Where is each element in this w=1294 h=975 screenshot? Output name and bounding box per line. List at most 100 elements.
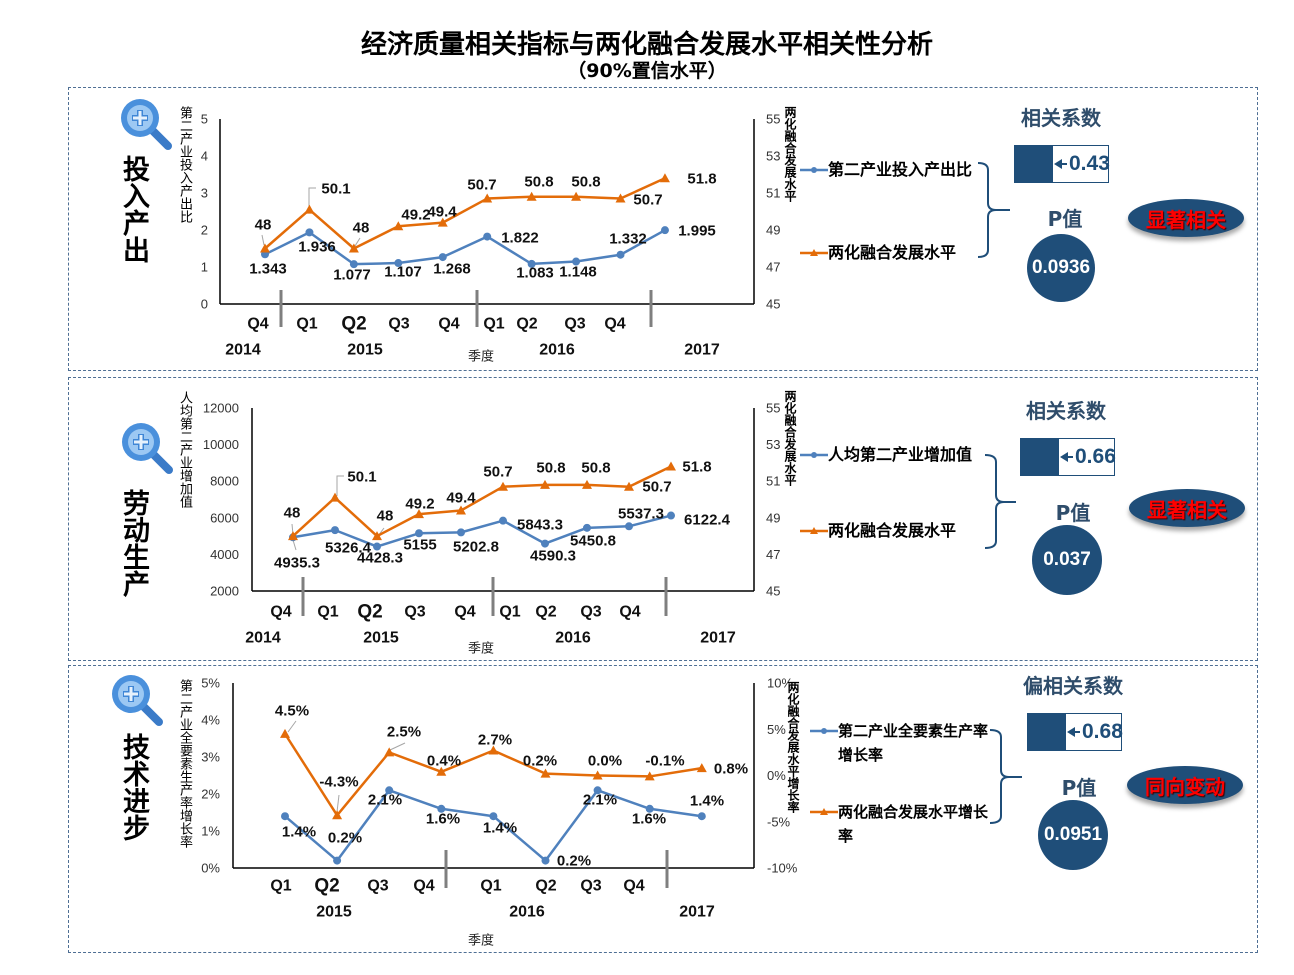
data-point-circle [437, 804, 446, 813]
legend-item-series1: 第二产业投入产出比 [800, 160, 972, 180]
data-point-triangle [330, 492, 340, 502]
data-point-triangle [592, 770, 603, 780]
data-point-triangle [540, 479, 550, 489]
data-label: 0.2% [557, 853, 591, 870]
data-label: 48 [255, 217, 272, 234]
quarter-tick-label: Q4 [623, 878, 644, 895]
legend-triangle-marker-icon [800, 249, 828, 256]
data-label: 1.936 [298, 239, 336, 256]
year-tick-label: 2015 [363, 630, 399, 647]
quarter-tick-label: Q2 [516, 316, 537, 333]
year-tick-label: 2016 [539, 342, 575, 359]
right-tick-label: -10% [767, 861, 798, 876]
quarter-tick-label: Q4 [247, 316, 268, 333]
legend-circle-marker-icon [810, 728, 838, 734]
right-axis-title: 两化融合发展水平 [783, 390, 797, 486]
quarter-tick-label: Q2 [357, 602, 382, 623]
data-label: 1.822 [501, 230, 539, 247]
legend-item-series2: 两化融合发展水平 [800, 243, 956, 263]
data-point-circle [625, 522, 633, 531]
section-label: 投入产出 [118, 155, 149, 263]
data-point-circle [349, 260, 358, 269]
data-label: 48 [284, 505, 301, 522]
data-label: 1.343 [249, 261, 287, 278]
right-tick-label: 5% [767, 722, 786, 737]
left-tick-label: 4 [201, 149, 208, 164]
data-point-circle [667, 511, 675, 520]
data-label: 50.8 [571, 174, 600, 191]
data-point-circle [660, 226, 669, 235]
quarter-tick-label: Q1 [270, 878, 291, 895]
right-axis-title: 两化融合发展水平 [783, 106, 797, 202]
data-point-circle [373, 542, 381, 551]
data-label: 50.7 [642, 479, 671, 496]
data-label: 2.1% [583, 792, 617, 809]
data-point-triangle [436, 766, 447, 776]
legend-label: 两化融合发展水平 [828, 243, 957, 262]
right-tick-label: 51 [766, 186, 780, 201]
data-label: 50.1 [347, 469, 376, 486]
arrow-left-icon [1060, 451, 1074, 463]
p-value-badge: 0.0936 [1027, 234, 1095, 302]
quarter-tick-label: Q1 [317, 604, 338, 621]
left-tick-label: 2% [201, 787, 220, 802]
data-point-triangle [540, 768, 551, 778]
quarter-tick-label: Q3 [367, 878, 388, 895]
year-tick-label: 2015 [347, 342, 383, 359]
verdict-badge: 显著相关 [1129, 489, 1245, 527]
data-label: 5537.3 [618, 506, 664, 523]
data-label: 1.077 [333, 267, 371, 284]
data-label: 1.148 [559, 264, 597, 281]
label-leader-line [336, 475, 344, 496]
left-tick-label: 5% [201, 676, 220, 691]
data-label: 50.8 [581, 460, 610, 477]
chart-3: 0% 1% 2% 3% 4% 5% -10% -5% 0% 5% 10% Q1 Q2 Q3 Q4 Q1 Q2 Q3… [201, 676, 798, 949]
year-tick-label: 2014 [245, 630, 281, 647]
left-tick-label: 4000 [210, 547, 239, 562]
right-tick-label: 10% [767, 676, 793, 691]
left-axis-title: 第二产业投入产出比 [177, 106, 192, 223]
chart-2: 2000 4000 6000 8000 10000 12000 45 47 49 51 53 55 Q4… [203, 401, 781, 657]
data-label: 51.8 [682, 459, 711, 476]
data-label: 1.6% [426, 811, 460, 828]
year-tick-label: 2016 [555, 630, 591, 647]
data-point-triangle [624, 481, 634, 491]
label-leader-line [308, 187, 316, 207]
right-tick-label: 47 [766, 547, 780, 562]
data-label: 49.4 [427, 204, 457, 221]
data-label: 1.083 [516, 265, 554, 282]
panel-border [68, 377, 1258, 661]
quarter-tick-label: Q3 [580, 878, 601, 895]
year-tick-label: 2017 [684, 342, 720, 359]
quarter-tick-label: Q4 [270, 604, 291, 621]
data-label: 1.4% [690, 793, 724, 810]
data-point-triangle [498, 481, 508, 491]
data-point-triangle [659, 173, 670, 183]
data-point-circle [645, 804, 654, 813]
data-point-triangle [488, 745, 499, 755]
quarter-tick-label: Q2 [535, 604, 556, 621]
right-axis-title: 两化融合发展水平增长率 [786, 681, 800, 813]
p-value-title: P值 [1055, 501, 1091, 525]
data-point-circle [438, 253, 447, 262]
quarter-tick-label: Q1 [480, 878, 501, 895]
data-point-triangle [288, 531, 298, 541]
data-label: 0.2% [523, 753, 557, 770]
data-label: 1.332 [609, 231, 647, 248]
section-label: 技术进步 [118, 733, 149, 841]
quarter-tick-label: Q4 [438, 316, 459, 333]
data-point-triangle [696, 763, 707, 773]
quarter-tick-label: Q3 [404, 604, 425, 621]
data-label: 50.7 [633, 192, 662, 209]
coefficient-bar [1021, 439, 1059, 475]
panel-border [68, 87, 1258, 371]
right-tick-label: 49 [766, 510, 780, 525]
verdict-badge: 同向变动 [1127, 766, 1243, 804]
data-point-circle [541, 539, 549, 548]
panel-border [68, 665, 1258, 953]
data-point-circle [457, 528, 465, 537]
legend-label: 两化融合发展水平 [828, 521, 957, 540]
